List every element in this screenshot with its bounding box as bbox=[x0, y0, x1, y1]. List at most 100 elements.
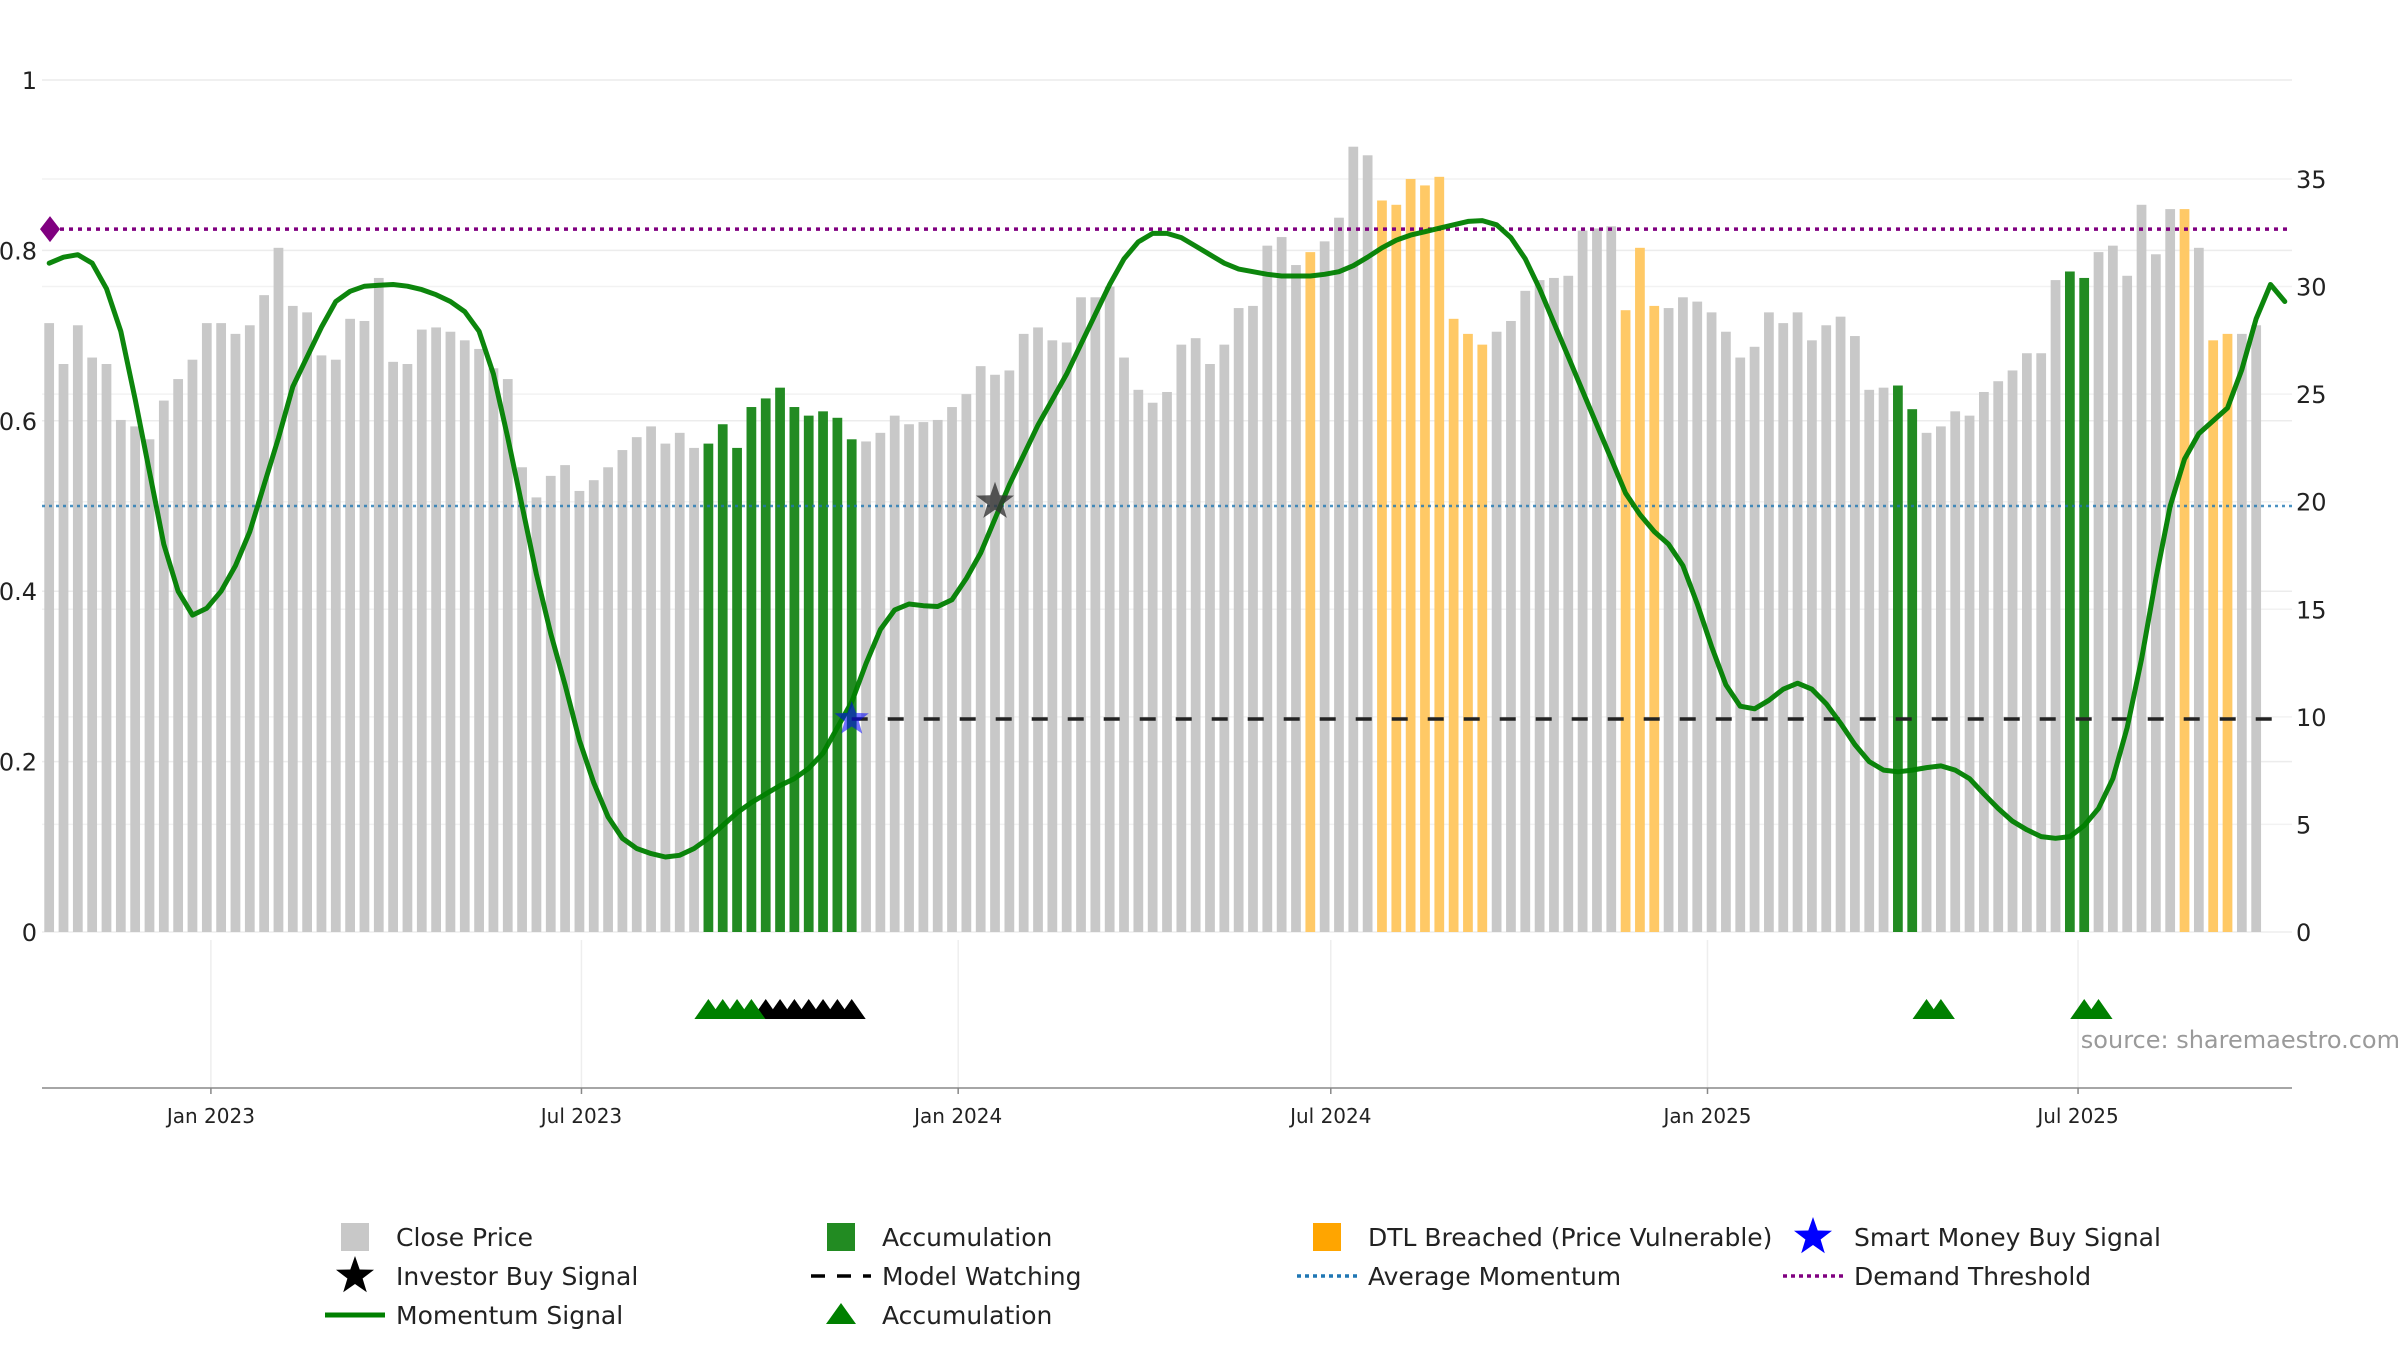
accumulation-bar bbox=[703, 443, 714, 932]
accumulation-bar bbox=[1907, 409, 1918, 932]
accumulation-bar bbox=[2064, 271, 2075, 932]
close-price-bar bbox=[1936, 426, 1946, 932]
close-price-bar bbox=[445, 331, 456, 932]
close-price-bar bbox=[1950, 411, 1961, 932]
legend-square-icon bbox=[341, 1223, 369, 1251]
right-tick-label: 10 bbox=[2296, 704, 2327, 732]
dtl-breached-bar bbox=[1448, 318, 1459, 932]
close-price-bar bbox=[588, 480, 599, 932]
dtl-breached-bar bbox=[1420, 185, 1430, 932]
accumulation-bar bbox=[818, 411, 828, 932]
close-price-bar bbox=[2107, 245, 2118, 932]
close-price-bar bbox=[1348, 146, 1359, 933]
legend-item: Accumulation bbox=[826, 1301, 1052, 1330]
right-tick-label: 30 bbox=[2296, 274, 2327, 302]
close-price-bar bbox=[1276, 237, 1287, 932]
close-price-bar bbox=[1764, 312, 1774, 932]
close-price-bar bbox=[1076, 297, 1086, 932]
legend-square-icon bbox=[1313, 1223, 1341, 1251]
price-bars bbox=[44, 146, 2262, 933]
close-price-bar bbox=[545, 475, 556, 932]
close-price-bar bbox=[1047, 340, 1058, 932]
investor-buy-star bbox=[976, 481, 1014, 518]
close-price-bar bbox=[1749, 346, 1760, 933]
accumulation-bar bbox=[775, 387, 785, 933]
close-price-bar bbox=[58, 364, 69, 932]
close-price-bar bbox=[1291, 265, 1301, 933]
right-tick-label: 15 bbox=[2296, 596, 2327, 624]
legend-item: DTL Breached (Price Vulnerable) bbox=[1313, 1223, 1772, 1252]
close-price-bar bbox=[359, 320, 370, 932]
close-price-bar bbox=[1979, 391, 1989, 932]
x-tick-label: Jan 2024 bbox=[912, 1104, 1002, 1128]
dtl-breached-bar bbox=[2208, 340, 2219, 932]
close-price-bar bbox=[1061, 342, 1072, 932]
close-price-bar bbox=[904, 424, 914, 932]
left-tick-label: 0.4 bbox=[0, 578, 37, 606]
close-price-bar bbox=[201, 323, 212, 932]
close-price-bar bbox=[1821, 325, 1832, 933]
left-tick-label: 0.6 bbox=[0, 408, 37, 436]
close-price-bar bbox=[1147, 402, 1158, 932]
close-price-bar bbox=[646, 426, 656, 932]
legend-label: DTL Breached (Price Vulnerable) bbox=[1368, 1223, 1772, 1252]
close-price-bar bbox=[1119, 357, 1129, 933]
close-price-bar bbox=[1778, 323, 1789, 932]
close-price-bar bbox=[2136, 204, 2147, 933]
dtl-breached-bar bbox=[1305, 252, 1316, 932]
close-price-bar bbox=[158, 400, 169, 932]
legend-label: Accumulation bbox=[882, 1223, 1052, 1252]
right-tick-label: 20 bbox=[2296, 489, 2327, 517]
close-price-bar bbox=[574, 490, 585, 932]
close-price-bar bbox=[1506, 320, 1516, 932]
legend-item: Investor Buy Signal bbox=[336, 1256, 638, 1293]
close-price-bar bbox=[975, 366, 986, 933]
dtl-breached-bar bbox=[1620, 310, 1631, 932]
dtl-breached-bar bbox=[1377, 200, 1387, 932]
signal-markers bbox=[834, 481, 1014, 734]
accumulation-bar bbox=[732, 447, 742, 932]
close-price-bar bbox=[1850, 336, 1860, 933]
close-price-bar bbox=[502, 379, 513, 932]
accumulation-subpanel bbox=[694, 999, 2113, 1019]
close-price-bar bbox=[631, 437, 642, 932]
dtl-breached-bar bbox=[2222, 333, 2233, 932]
close-price-bar bbox=[2022, 353, 2032, 932]
close-price-bar bbox=[918, 422, 929, 932]
close-price-bar bbox=[1018, 333, 1029, 932]
close-price-bar bbox=[2093, 252, 2104, 932]
close-price-bar bbox=[1864, 389, 1875, 932]
right-tick-label: 25 bbox=[2296, 381, 2327, 409]
close-price-bar bbox=[130, 426, 141, 932]
close-price-bar bbox=[875, 432, 886, 932]
legend-label: Accumulation bbox=[882, 1301, 1052, 1330]
close-price-bar bbox=[244, 325, 255, 933]
close-price-bar bbox=[1735, 357, 1746, 933]
dtl-breached-bar bbox=[1463, 333, 1473, 932]
accumulation-bar bbox=[717, 424, 728, 932]
source-note: source: sharemaestro.com bbox=[2081, 1026, 2400, 1054]
close-price-bar bbox=[617, 450, 628, 932]
model-watching-triangle bbox=[837, 999, 866, 1019]
accumulation-bar bbox=[832, 417, 843, 933]
close-price-bar bbox=[2236, 333, 2247, 932]
left-tick-label: 1 bbox=[22, 67, 37, 95]
close-price-bar bbox=[674, 432, 685, 932]
close-price-bar bbox=[990, 374, 1000, 932]
accumulation-bar bbox=[746, 407, 757, 933]
close-price-bar bbox=[947, 407, 957, 933]
legend-item: Demand Threshold bbox=[1783, 1262, 2091, 1291]
close-price-bar bbox=[1004, 370, 1015, 932]
x-tick-label: Jan 2025 bbox=[1661, 1104, 1751, 1128]
close-price-bar bbox=[2150, 254, 2161, 933]
legend: Close Price Accumulation DTL Breached (Pri… bbox=[325, 1217, 2161, 1330]
legend-item: Accumulation bbox=[827, 1223, 1052, 1252]
close-price-bar bbox=[330, 359, 341, 932]
close-price-bar bbox=[1491, 331, 1502, 932]
close-price-bar bbox=[488, 368, 499, 932]
close-price-bar bbox=[889, 415, 900, 932]
close-price-bar bbox=[1033, 327, 1043, 932]
right-tick-label: 5 bbox=[2296, 811, 2311, 839]
